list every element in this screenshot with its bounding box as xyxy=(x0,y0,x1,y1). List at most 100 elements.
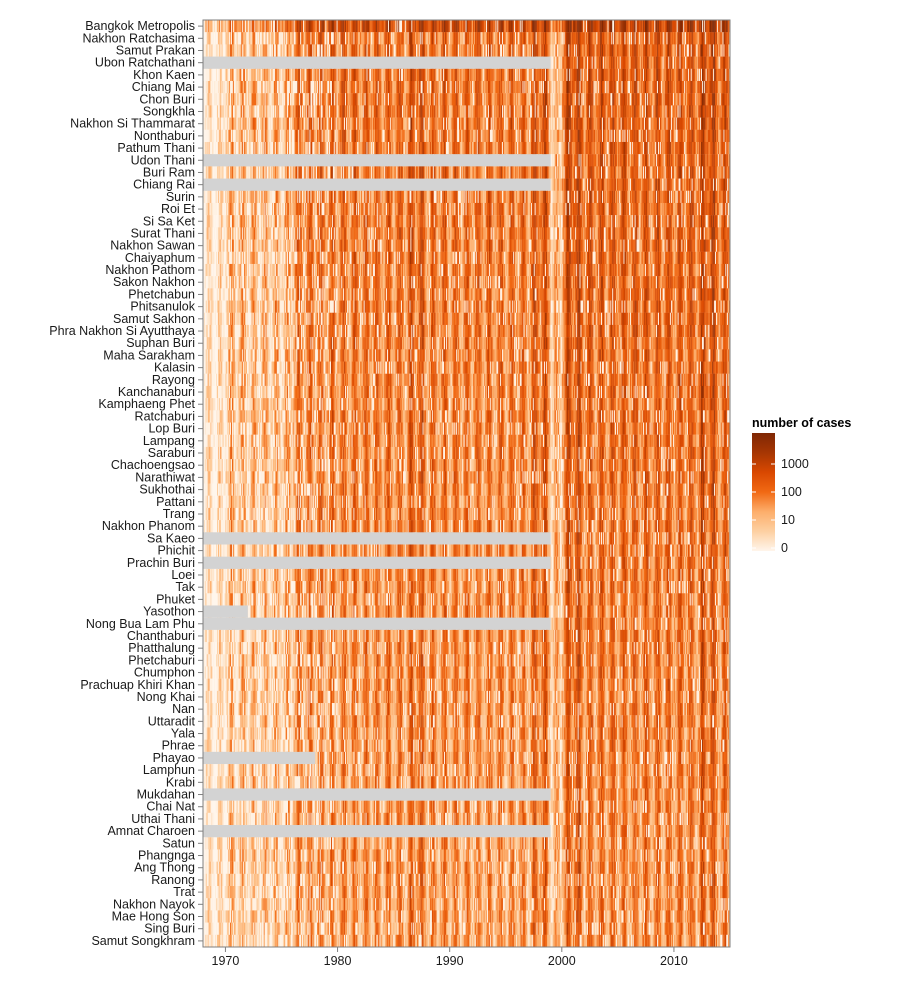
heatmap-cell xyxy=(212,44,213,56)
heatmap-cell xyxy=(518,32,519,44)
heatmap-cell xyxy=(323,20,324,32)
heatmap-cell xyxy=(553,20,554,32)
heatmap-cell xyxy=(235,32,236,44)
heatmap-cell xyxy=(456,32,457,44)
heatmap-cell xyxy=(620,57,621,69)
heatmap-cell xyxy=(723,69,724,81)
heatmap-cell xyxy=(698,69,699,81)
heatmap-cell xyxy=(641,81,642,93)
heatmap-cell xyxy=(484,32,485,44)
heatmap-cell xyxy=(291,93,292,105)
heatmap-cell xyxy=(367,44,368,56)
heatmap-row xyxy=(203,20,730,32)
heatmap-cell xyxy=(290,44,291,56)
heatmap-cell xyxy=(513,32,514,44)
heatmap-cell xyxy=(340,32,341,44)
heatmap-cell xyxy=(410,81,411,93)
heatmap-cell xyxy=(324,93,325,105)
heatmap-cell xyxy=(466,20,467,32)
heatmap-cell xyxy=(452,44,453,56)
heatmap-cell xyxy=(422,20,423,32)
heatmap-cell xyxy=(507,44,508,56)
heatmap-cell xyxy=(263,32,264,44)
heatmap-cell xyxy=(205,44,206,56)
heatmap-cell xyxy=(604,69,605,81)
heatmap-cell xyxy=(391,20,392,32)
heatmap-cell xyxy=(214,20,215,32)
heatmap-cell xyxy=(524,20,525,32)
heatmap-cell xyxy=(293,69,294,81)
heatmap-cell xyxy=(239,93,240,105)
heatmap-cell xyxy=(642,57,643,69)
heatmap-cell xyxy=(724,20,725,32)
heatmap-cell xyxy=(401,32,402,44)
heatmap-cell xyxy=(219,20,220,32)
heatmap-cell xyxy=(572,44,573,56)
heatmap-cell xyxy=(263,44,264,56)
heatmap-cell xyxy=(567,69,568,81)
heatmap-cell xyxy=(545,20,546,32)
heatmap-cell xyxy=(563,69,564,81)
heatmap-cell xyxy=(678,20,679,32)
heatmap-cell xyxy=(623,81,624,93)
heatmap-cell xyxy=(367,20,368,32)
heatmap-cell xyxy=(286,32,287,44)
heatmap-cell xyxy=(666,69,667,81)
heatmap-cell xyxy=(704,44,705,56)
heatmap-cell xyxy=(543,32,544,44)
heatmap-cell xyxy=(621,69,622,81)
heatmap-cell xyxy=(291,44,292,56)
heatmap-cell xyxy=(387,69,388,81)
heatmap-cell xyxy=(323,81,324,93)
heatmap-cell xyxy=(625,20,626,32)
heatmap-cell xyxy=(403,93,404,105)
heatmap-cell xyxy=(273,44,274,56)
heatmap-cell xyxy=(640,69,641,81)
heatmap-cell xyxy=(538,81,539,93)
heatmap-cell xyxy=(311,20,312,32)
heatmap-cell xyxy=(605,57,606,69)
heatmap-cell xyxy=(523,69,524,81)
heatmap-cell xyxy=(570,32,571,44)
heatmap-cell xyxy=(513,20,514,32)
heatmap-cell xyxy=(666,57,667,69)
heatmap-cell xyxy=(394,32,395,44)
heatmap-cell xyxy=(294,81,295,93)
heatmap-cell xyxy=(611,81,612,93)
heatmap-cell xyxy=(512,20,513,32)
heatmap-cell xyxy=(700,69,701,81)
heatmap-cell xyxy=(397,32,398,44)
heatmap-cell xyxy=(284,20,285,32)
heatmap-cell xyxy=(489,69,490,81)
heatmap-cell xyxy=(480,20,481,32)
heatmap-cell xyxy=(416,81,417,93)
heatmap-cell xyxy=(637,20,638,32)
heatmap-cell xyxy=(649,81,650,93)
heatmap-cell xyxy=(384,81,385,93)
heatmap-cell xyxy=(371,32,372,44)
heatmap-cell xyxy=(271,20,272,32)
heatmap-cell xyxy=(578,32,579,44)
heatmap-cell xyxy=(373,93,374,105)
heatmap-cell xyxy=(591,20,592,32)
heatmap-cell xyxy=(312,32,313,44)
heatmap-cell xyxy=(342,81,343,93)
heatmap-cell xyxy=(560,57,561,69)
heatmap-cell xyxy=(414,44,415,56)
heatmap-cell xyxy=(356,93,357,105)
heatmap-cell xyxy=(296,69,297,81)
heatmap-cell xyxy=(485,44,486,56)
heatmap-cell xyxy=(382,20,383,32)
heatmap-cell xyxy=(627,81,628,93)
heatmap-cell xyxy=(632,32,633,44)
heatmap-cell xyxy=(261,44,262,56)
heatmap-cell xyxy=(626,32,627,44)
heatmap-cell xyxy=(700,57,701,69)
heatmap-cell xyxy=(239,81,240,93)
heatmap-cell xyxy=(339,93,340,105)
heatmap-cell xyxy=(427,81,428,93)
heatmap-cell xyxy=(500,69,501,81)
heatmap-cell xyxy=(372,81,373,93)
heatmap-cell xyxy=(455,44,456,56)
heatmap-cell xyxy=(311,32,312,44)
